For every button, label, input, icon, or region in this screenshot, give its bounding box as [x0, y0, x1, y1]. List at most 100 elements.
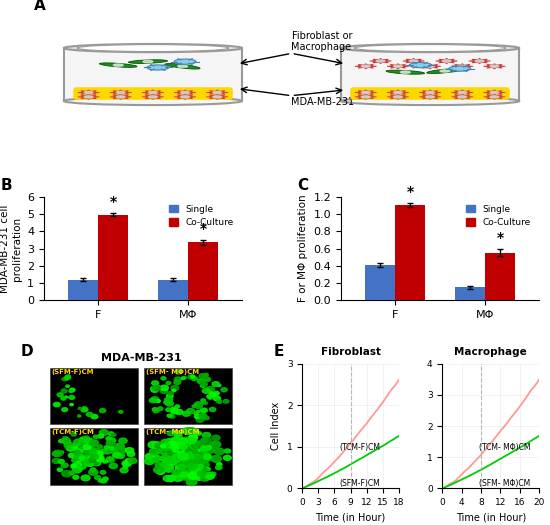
Legend: Single, Co-Culture: Single, Co-Culture — [166, 201, 238, 231]
Circle shape — [178, 65, 188, 68]
Circle shape — [188, 454, 196, 459]
Circle shape — [89, 448, 98, 455]
Circle shape — [64, 379, 68, 381]
Circle shape — [89, 469, 98, 475]
Circle shape — [62, 470, 72, 477]
Circle shape — [87, 461, 92, 464]
X-axis label: Time (in Hour): Time (in Hour) — [316, 512, 386, 522]
Circle shape — [108, 446, 114, 450]
Circle shape — [69, 395, 75, 400]
Circle shape — [182, 91, 189, 93]
Circle shape — [187, 452, 198, 458]
Circle shape — [68, 447, 73, 450]
Circle shape — [185, 459, 190, 462]
Ellipse shape — [77, 45, 229, 51]
Circle shape — [188, 375, 195, 379]
Text: (TCM- MΦ)CM: (TCM- MΦ)CM — [479, 443, 531, 452]
Circle shape — [117, 91, 124, 93]
Circle shape — [64, 376, 70, 380]
Circle shape — [92, 460, 99, 465]
Circle shape — [167, 431, 174, 436]
Circle shape — [61, 438, 70, 444]
Circle shape — [58, 459, 64, 464]
Circle shape — [152, 388, 158, 392]
Circle shape — [195, 460, 201, 464]
Circle shape — [426, 96, 434, 98]
Circle shape — [70, 388, 75, 392]
Circle shape — [96, 457, 103, 461]
Circle shape — [166, 382, 171, 384]
Circle shape — [184, 454, 191, 458]
Circle shape — [78, 446, 86, 452]
Circle shape — [175, 442, 185, 448]
Circle shape — [151, 458, 158, 463]
Bar — [188, 243, 218, 300]
Circle shape — [188, 452, 197, 458]
Circle shape — [192, 453, 203, 459]
Circle shape — [185, 449, 192, 454]
Circle shape — [182, 96, 189, 98]
Circle shape — [117, 96, 124, 98]
Circle shape — [202, 463, 209, 467]
Circle shape — [183, 458, 189, 462]
Circle shape — [216, 466, 222, 470]
Circle shape — [161, 445, 172, 452]
Title: Fibroblast: Fibroblast — [321, 348, 381, 358]
Circle shape — [207, 395, 213, 398]
Circle shape — [106, 440, 114, 446]
Circle shape — [491, 96, 498, 98]
Circle shape — [96, 451, 103, 455]
Circle shape — [91, 455, 96, 458]
Circle shape — [181, 455, 190, 461]
Text: (SFM- MΦ)CM: (SFM- MΦ)CM — [479, 479, 530, 488]
Polygon shape — [355, 90, 377, 95]
Circle shape — [201, 382, 206, 385]
Circle shape — [183, 455, 189, 458]
Circle shape — [202, 374, 208, 378]
Circle shape — [71, 433, 76, 436]
Circle shape — [183, 454, 194, 460]
Circle shape — [197, 471, 206, 476]
Circle shape — [59, 439, 64, 443]
Circle shape — [84, 450, 91, 455]
Circle shape — [81, 408, 87, 412]
Circle shape — [182, 437, 191, 443]
Circle shape — [145, 458, 155, 465]
Circle shape — [211, 456, 221, 463]
Circle shape — [74, 456, 80, 460]
Bar — [144, 368, 232, 424]
Circle shape — [183, 453, 189, 456]
Circle shape — [151, 397, 159, 402]
Circle shape — [81, 475, 90, 481]
Circle shape — [92, 448, 101, 454]
Circle shape — [199, 458, 206, 463]
Y-axis label: Cell Index: Cell Index — [271, 402, 281, 450]
Circle shape — [120, 468, 128, 473]
Circle shape — [491, 66, 498, 67]
Circle shape — [188, 472, 198, 479]
Polygon shape — [174, 90, 196, 95]
Circle shape — [158, 407, 163, 411]
Circle shape — [178, 464, 186, 469]
Circle shape — [86, 448, 96, 454]
Ellipse shape — [427, 69, 463, 74]
Circle shape — [206, 386, 214, 392]
Circle shape — [78, 443, 85, 446]
Circle shape — [194, 402, 202, 407]
Circle shape — [182, 456, 189, 460]
Circle shape — [177, 458, 184, 463]
Circle shape — [100, 429, 108, 435]
Circle shape — [163, 476, 172, 481]
Circle shape — [161, 463, 169, 468]
Circle shape — [89, 452, 96, 457]
Circle shape — [186, 428, 198, 435]
Polygon shape — [403, 58, 425, 64]
Circle shape — [94, 435, 98, 438]
Circle shape — [72, 455, 79, 459]
Circle shape — [210, 441, 221, 448]
Circle shape — [178, 472, 188, 478]
Text: A: A — [34, 0, 46, 14]
Circle shape — [156, 449, 162, 454]
Circle shape — [197, 465, 204, 469]
Circle shape — [196, 411, 200, 413]
